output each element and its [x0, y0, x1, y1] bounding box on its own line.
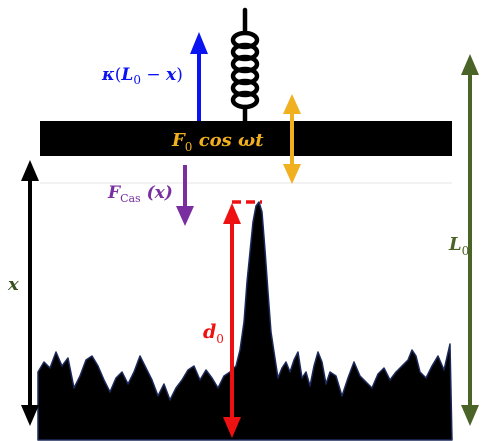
- drive-amplitude-arrow: [283, 94, 301, 184]
- spring-force-arrow: [190, 32, 208, 121]
- separation-label: x: [7, 274, 19, 295]
- L0-label: L0: [448, 234, 469, 258]
- drive-force-label: F0 cos ωt: [171, 130, 264, 154]
- casimir-force-label: FCas (x): [107, 183, 173, 205]
- rough-surface: [37, 201, 453, 441]
- d0-arrow: [223, 200, 262, 438]
- L0-arrow: [461, 54, 479, 426]
- spring-force-label: κ(L0 − x): [101, 65, 183, 87]
- separation-arrow: [21, 160, 39, 426]
- spring: [230, 7, 260, 125]
- d0-label: d0: [203, 321, 224, 346]
- oscillating-plate: [40, 121, 452, 156]
- casimir-force-arrow: [176, 165, 194, 226]
